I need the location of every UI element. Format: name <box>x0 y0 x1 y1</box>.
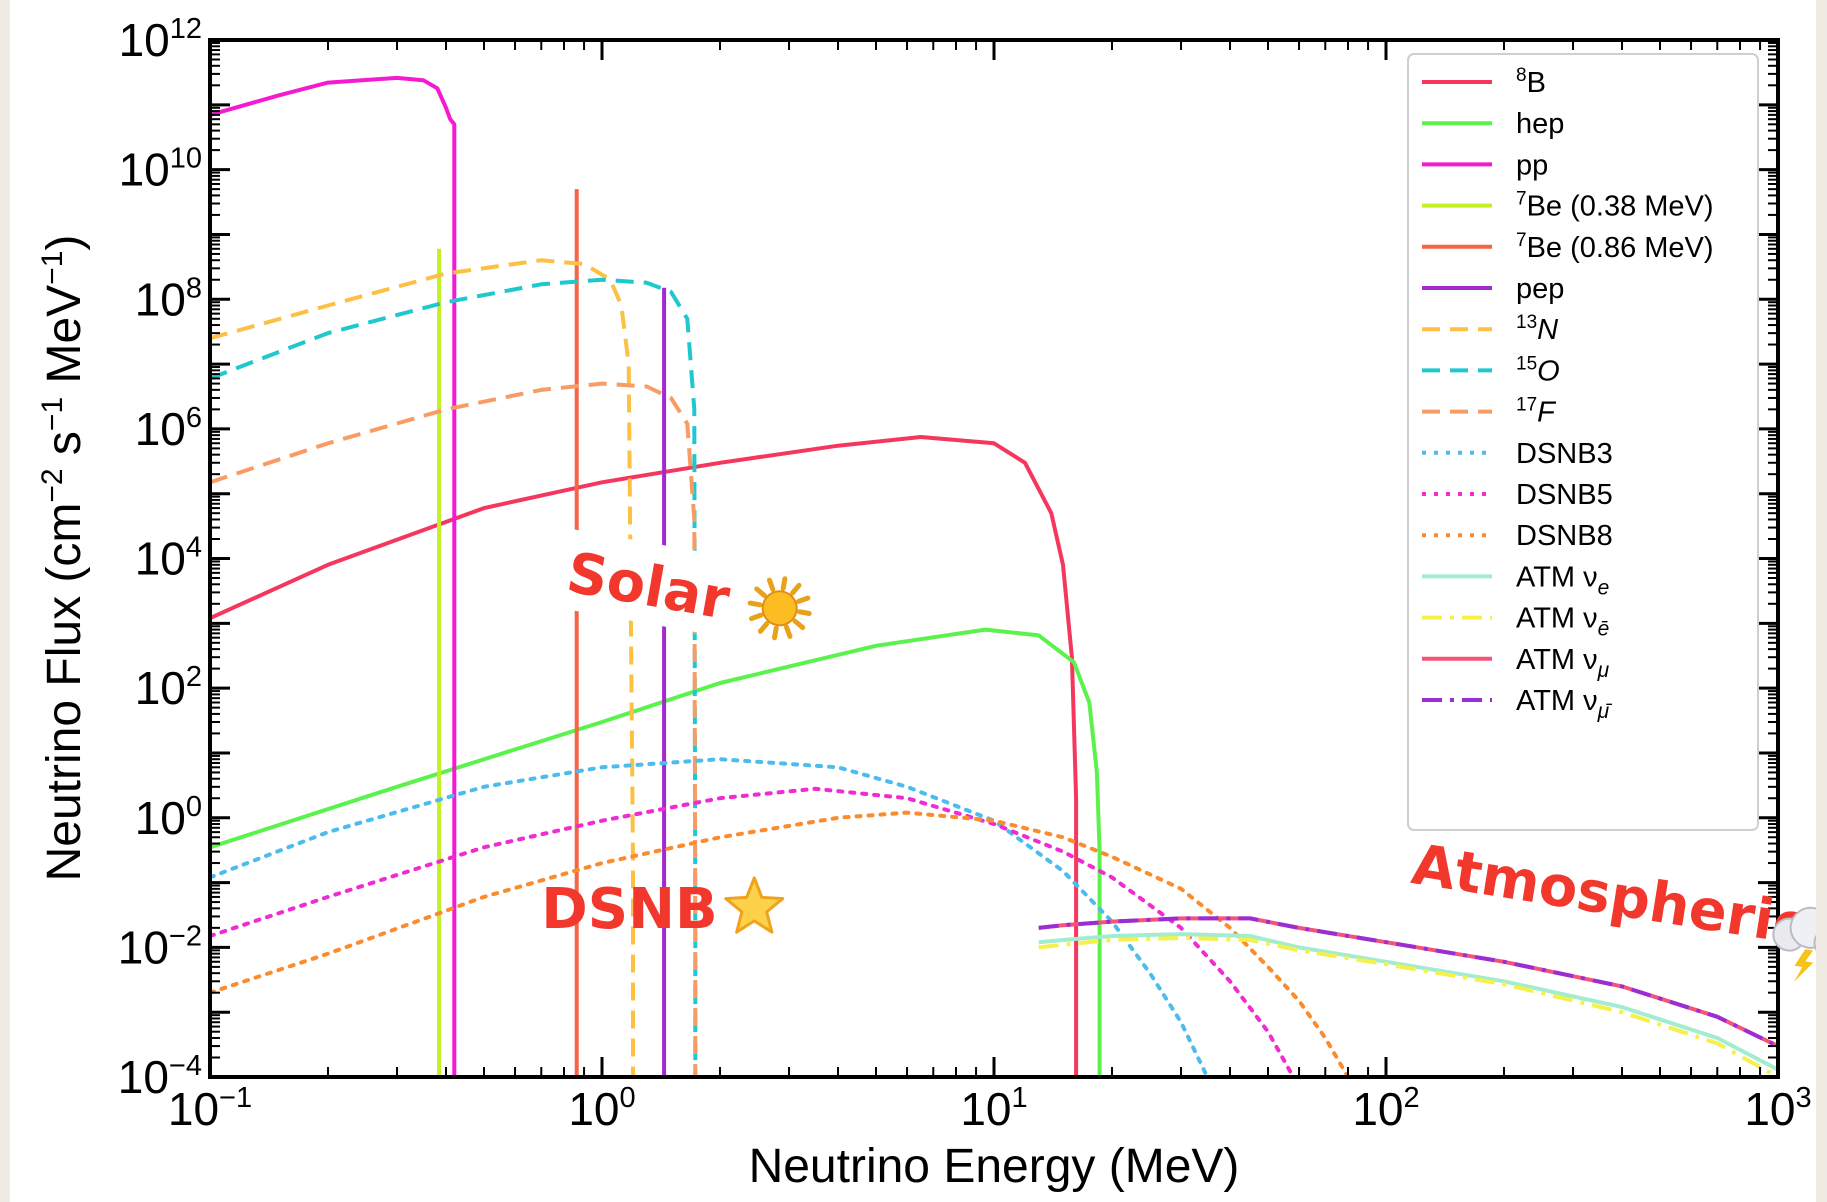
y-tick-label: 102 <box>135 661 202 714</box>
legend-label-dsnb8: DSNB8 <box>1516 520 1613 552</box>
legend-label-15o: 15O <box>1516 353 1560 387</box>
legend-label-hep: hep <box>1516 108 1564 140</box>
series-line-dsnb5 <box>210 786 1296 1077</box>
star-icon <box>724 876 785 934</box>
y-tick-label: 108 <box>135 272 202 325</box>
series-line-13n <box>210 258 635 1077</box>
series-line-hep <box>210 627 1102 1077</box>
legend-label-atm-e: ATM νē <box>1516 603 1609 641</box>
y-tick-label: 10−4 <box>118 1050 202 1103</box>
dsnb-label: DSNB <box>541 877 717 942</box>
legend: 8B hep pp 7Be (0.38 MeV) 7Be (0.86 MeV) pep 13… <box>1407 53 1759 831</box>
atmospheric-label: Atmospheric <box>1408 832 1811 958</box>
y-tick-label: 106 <box>135 402 202 455</box>
series-line-dsnb3 <box>210 757 1210 1077</box>
x-tick-label: 100 <box>568 1082 635 1135</box>
series-line-dsnb8 <box>210 810 1350 1077</box>
legend-label-dsnb5: DSNB5 <box>1516 479 1613 511</box>
series-line-15o <box>210 277 698 1077</box>
y-tick-label: 10−2 <box>118 920 202 973</box>
neutrino-flux-chart: 10−1 100 101 102 103 10−4 10−2 100 102 104 106 108 1… <box>36 13 1816 1193</box>
x-axis-title: Neutrino Energy (MeV) <box>749 1140 1240 1193</box>
series-line-atm-e <box>1038 935 1778 1077</box>
legend-label-pp: pp <box>1516 149 1548 181</box>
series-line-atm <box>1038 916 1778 1048</box>
legend-label-pep: pep <box>1516 273 1564 305</box>
x-tick-label: 102 <box>1352 1082 1419 1135</box>
legend-label-7be-0-86-mev: 7Be (0.86 MeV) <box>1516 230 1714 264</box>
series-line-8b <box>210 435 1079 1077</box>
x-tick-label: 103 <box>1744 1082 1811 1135</box>
y-tick-label: 1012 <box>119 13 202 66</box>
x-tick-label: 10−1 <box>168 1082 252 1135</box>
legend-label-dsnb3: DSNB3 <box>1516 438 1613 470</box>
y-axis-title: Neutrino Flux (cm−2 s−1 MeV−1) <box>36 235 91 882</box>
legend-label-13n: 13N <box>1516 312 1558 346</box>
series-line-17f <box>210 381 698 1077</box>
legend-label-7be-0-38-mev: 7Be (0.38 MeV) <box>1516 189 1714 223</box>
legend-box <box>1407 53 1759 831</box>
x-tick-label: 101 <box>960 1082 1027 1135</box>
series-line-pp <box>210 75 457 1077</box>
legend-label-17f: 17F <box>1516 395 1557 429</box>
chart-card: 10−1 100 101 102 103 10−4 10−2 100 102 104 106 108 1… <box>10 0 1816 1202</box>
legend-label-atm-e: ATM νe <box>1516 561 1609 599</box>
legend-label-atm: ATM νμ̄ <box>1516 685 1612 723</box>
sun-icon <box>747 576 812 641</box>
y-tick-label: 104 <box>135 532 202 585</box>
legend-label-atm: ATM νμ <box>1516 644 1610 682</box>
legend-label-8b: 8B <box>1516 65 1546 99</box>
y-tick-label: 100 <box>135 791 202 844</box>
series-line-atm-e <box>1038 932 1778 1072</box>
solar-label-bg <box>553 528 750 640</box>
y-tick-label: 1010 <box>119 143 202 196</box>
cloud-storm-icon <box>1772 906 1816 982</box>
